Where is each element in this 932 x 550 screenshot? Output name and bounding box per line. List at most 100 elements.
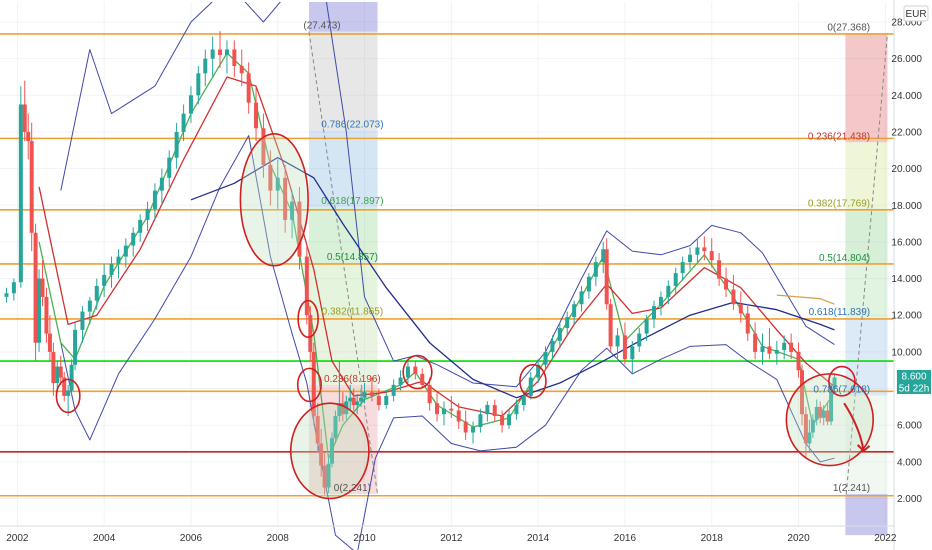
candle[interactable] xyxy=(376,388,381,411)
candle[interactable] xyxy=(116,249,121,279)
candle[interactable] xyxy=(203,49,208,87)
candle[interactable] xyxy=(210,36,215,77)
candle[interactable] xyxy=(33,223,38,362)
candle[interactable] xyxy=(666,280,671,305)
candle[interactable] xyxy=(315,403,320,453)
candle[interactable] xyxy=(340,392,345,422)
candle[interactable] xyxy=(688,247,693,270)
candle[interactable] xyxy=(333,410,338,444)
candle[interactable] xyxy=(47,315,52,362)
candle[interactable] xyxy=(359,388,364,407)
candle[interactable] xyxy=(803,406,808,459)
candle[interactable] xyxy=(818,401,823,424)
candle[interactable] xyxy=(145,201,150,231)
candle[interactable] xyxy=(362,383,367,404)
candle[interactable] xyxy=(261,113,266,178)
candle[interactable] xyxy=(738,291,743,323)
candle[interactable] xyxy=(810,414,815,439)
candle[interactable] xyxy=(66,384,71,417)
candle[interactable] xyxy=(463,410,468,440)
candle[interactable] xyxy=(821,405,826,426)
candle[interactable] xyxy=(283,164,288,233)
candle[interactable] xyxy=(268,150,273,206)
horizontal-levels[interactable] xyxy=(0,33,894,497)
candle[interactable] xyxy=(500,410,505,433)
candle[interactable] xyxy=(695,238,700,263)
candle[interactable] xyxy=(348,384,353,411)
candle[interactable] xyxy=(87,296,92,325)
candle[interactable] xyxy=(550,335,555,360)
candle[interactable] xyxy=(622,322,627,365)
candle[interactable] xyxy=(232,40,237,77)
candle[interactable] xyxy=(832,373,837,393)
candle[interactable] xyxy=(62,372,67,402)
candle[interactable] xyxy=(724,267,729,297)
candle[interactable] xyxy=(449,395,454,418)
candle[interactable] xyxy=(745,304,750,341)
candle[interactable] xyxy=(630,340,635,374)
candle[interactable] xyxy=(94,278,99,310)
candle[interactable] xyxy=(26,113,31,160)
candle[interactable] xyxy=(579,285,584,312)
candle[interactable] xyxy=(615,328,620,360)
candle[interactable] xyxy=(224,40,229,74)
candle[interactable] xyxy=(369,377,374,402)
candle[interactable] xyxy=(311,342,316,426)
candle[interactable] xyxy=(731,274,736,310)
candle[interactable] xyxy=(80,306,85,343)
candle[interactable] xyxy=(44,287,49,343)
candle[interactable] xyxy=(658,291,663,316)
candle[interactable] xyxy=(218,31,223,68)
candle[interactable] xyxy=(767,328,772,360)
candle[interactable] xyxy=(275,159,280,209)
candle[interactable] xyxy=(51,342,56,396)
candle[interactable] xyxy=(304,245,309,325)
candle[interactable] xyxy=(478,408,483,433)
candle[interactable] xyxy=(290,190,295,239)
candle[interactable] xyxy=(351,388,356,411)
candle[interactable] xyxy=(355,394,360,415)
candle[interactable] xyxy=(536,359,541,384)
candle[interactable] xyxy=(337,361,342,422)
candle[interactable] xyxy=(102,263,107,297)
candle[interactable] xyxy=(181,104,186,142)
candle[interactable] xyxy=(18,86,23,288)
candle[interactable] xyxy=(601,241,606,274)
candle[interactable] xyxy=(174,122,179,169)
candle[interactable] xyxy=(608,298,613,352)
candle[interactable] xyxy=(807,419,812,451)
candle[interactable] xyxy=(398,370,403,391)
candle[interactable] xyxy=(188,86,193,123)
candle[interactable] xyxy=(420,368,425,389)
candle[interactable] xyxy=(825,403,830,426)
candle[interactable] xyxy=(391,379,396,402)
candles[interactable] xyxy=(4,31,837,495)
candle[interactable] xyxy=(123,238,128,268)
candle[interactable] xyxy=(4,287,9,303)
candle[interactable] xyxy=(604,238,609,310)
candle[interactable] xyxy=(413,361,418,380)
candle[interactable] xyxy=(514,399,519,420)
candle[interactable] xyxy=(814,399,819,426)
candle[interactable] xyxy=(11,278,16,301)
candle[interactable] xyxy=(760,333,765,365)
candle[interactable] xyxy=(441,401,446,426)
candle[interactable] xyxy=(326,458,331,494)
candle[interactable] xyxy=(799,364,804,426)
candle[interactable] xyxy=(246,62,251,114)
candle[interactable] xyxy=(753,322,758,360)
candle[interactable] xyxy=(702,236,707,261)
candle[interactable] xyxy=(297,186,302,270)
candle[interactable] xyxy=(492,399,497,422)
candle[interactable] xyxy=(384,390,389,409)
candle[interactable] xyxy=(652,300,657,329)
candle[interactable] xyxy=(485,401,490,422)
candle[interactable] xyxy=(55,361,60,393)
candle[interactable] xyxy=(680,256,685,281)
candle[interactable] xyxy=(557,322,562,349)
candle[interactable] xyxy=(40,260,45,307)
candle[interactable] xyxy=(717,252,722,286)
candle[interactable] xyxy=(58,355,63,385)
candle[interactable] xyxy=(109,256,114,288)
candle[interactable] xyxy=(673,267,678,294)
